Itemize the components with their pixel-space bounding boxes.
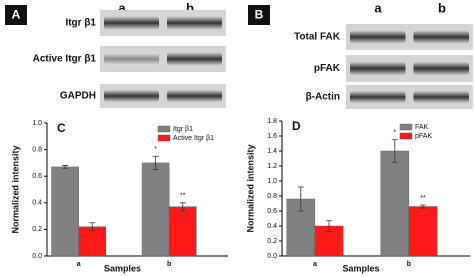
- panel-label: B: [255, 8, 264, 22]
- blot-band: [104, 90, 159, 102]
- blot-band: [167, 52, 222, 66]
- y-tick-label: 1.0: [267, 178, 277, 185]
- bar: [168, 206, 197, 257]
- blot-row-label: β-Actin: [306, 92, 340, 103]
- panel-label: D: [292, 119, 301, 133]
- lane-label: a: [118, 0, 126, 15]
- blot-band: [167, 90, 222, 102]
- blot-band: [350, 91, 406, 103]
- x-axis-title: Samples: [342, 263, 379, 273]
- y-tick-label: 0.6: [32, 173, 42, 180]
- x-tick-label: b: [407, 261, 411, 268]
- y-tick-label: 1.8: [267, 118, 277, 125]
- y-tick-label: 0.8: [32, 146, 42, 153]
- panel-label: C: [57, 121, 66, 135]
- lane-label: b: [438, 0, 446, 15]
- blot-band: [413, 91, 469, 103]
- error-bar: [391, 139, 398, 163]
- legend-label: FAK: [415, 124, 429, 131]
- blot-row-label: Itgr β1: [65, 18, 96, 29]
- blot-band: [413, 30, 469, 44]
- significance-label: **: [180, 193, 186, 200]
- legend-swatch: [157, 134, 171, 142]
- y-tick-label: 0.8: [267, 193, 277, 200]
- significance-label: **: [420, 195, 426, 202]
- y-tick-label: 1.6: [267, 133, 277, 140]
- lane-label: a: [374, 0, 382, 15]
- y-tick-label: 0.4: [267, 223, 277, 230]
- blot-band: [350, 61, 406, 76]
- y-tick-label: 0.2: [32, 226, 42, 233]
- bar: [78, 226, 107, 257]
- y-axis-title: Normalized intensity: [245, 144, 255, 232]
- panel-badge: [248, 5, 270, 25]
- blot-band: [413, 61, 469, 76]
- legend-swatch: [399, 132, 413, 140]
- error-bar: [152, 155, 159, 170]
- bar: [408, 206, 438, 257]
- error-bar: [326, 220, 332, 232]
- y-tick-label: 0.0: [267, 253, 277, 260]
- bar: [380, 150, 410, 257]
- lane-label: b: [186, 0, 194, 15]
- panel-label: A: [12, 8, 21, 22]
- legend-label: pFAK: [415, 133, 432, 140]
- y-tick-label: 1.4: [267, 148, 277, 155]
- legend-swatch: [399, 123, 413, 131]
- blot-row-label: Total FAK: [294, 32, 341, 43]
- legend-label: Active Itgr β1: [173, 135, 214, 142]
- x-tick-label: a: [77, 261, 81, 268]
- legend-label: Itgr β1: [173, 126, 193, 133]
- bar: [141, 162, 170, 257]
- blot-band: [104, 52, 159, 66]
- error-bar: [62, 165, 69, 169]
- blot-band: [167, 16, 222, 30]
- blot-row-label: Active Itgr β1: [33, 54, 97, 65]
- y-tick-label: 1.0: [32, 120, 42, 127]
- blot-band: [350, 30, 406, 44]
- y-tick-label: 0.6: [267, 208, 277, 215]
- bar: [51, 166, 79, 257]
- significance-label: *: [154, 146, 157, 153]
- panel-badge: [5, 5, 27, 25]
- blot-row-label: pFAK: [314, 63, 341, 74]
- x-tick-label: b: [167, 261, 171, 268]
- blot-band: [104, 16, 159, 30]
- x-tick-label: a: [313, 261, 317, 268]
- y-axis-title: Normalized intensity: [10, 145, 20, 233]
- x-axis-title: Samples: [104, 263, 141, 273]
- legend-swatch: [157, 125, 171, 133]
- y-tick-label: 0.0: [32, 253, 42, 260]
- blot-row-label: GAPDH: [60, 91, 96, 102]
- error-bar: [179, 202, 186, 212]
- error-bar: [297, 186, 304, 212]
- y-tick-label: 0.2: [267, 238, 277, 245]
- y-tick-label: 1.2: [267, 163, 277, 170]
- error-bar: [420, 204, 426, 209]
- y-tick-label: 0.4: [32, 200, 42, 207]
- error-bar: [89, 222, 96, 232]
- significance-label: *: [393, 130, 396, 137]
